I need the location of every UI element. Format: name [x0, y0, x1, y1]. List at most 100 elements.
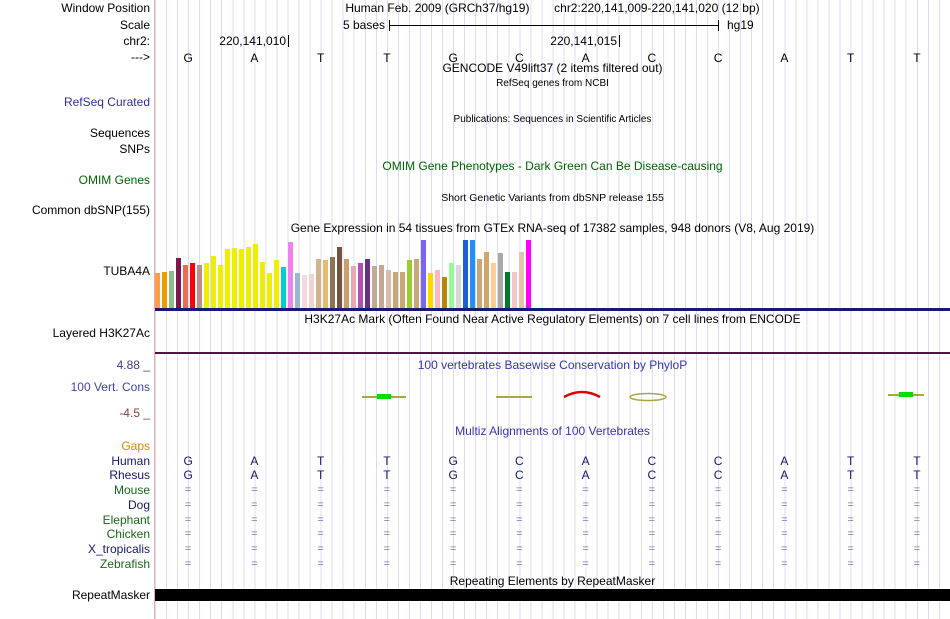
sequence-base: A [250, 51, 259, 65]
alignment-unaligned-mark: = [449, 484, 457, 496]
gtex-tissue-bar [456, 264, 461, 308]
gtex-tissue-bar [512, 271, 517, 308]
gtex-tissue-bar [288, 242, 293, 308]
gtex-title: Gene Expression in 54 tissues from GTEx … [290, 221, 815, 235]
alignment-unaligned-mark: = [383, 528, 391, 540]
sequences-label[interactable]: Sequences [89, 126, 150, 140]
alignment-unaligned-mark: = [516, 514, 523, 526]
repeatmasker-element-bar[interactable] [155, 589, 950, 601]
gtex-tissue-bar [155, 273, 160, 308]
conservation-min-label: -4.5 _ [119, 406, 150, 420]
gtex-tissue-bar [351, 266, 356, 308]
multiz-label-rhesus[interactable]: Rhesus [109, 468, 150, 482]
alignment-unaligned-mark: = [317, 499, 324, 511]
alignment-unaligned-mark: = [184, 558, 192, 570]
scale-bar-right-tick [718, 20, 719, 31]
gtex-tissue-bar [239, 249, 244, 308]
layered-h3k27ac-label[interactable]: Layered H3K27Ac [52, 326, 150, 340]
alignment-unaligned-mark: = [913, 484, 921, 496]
gtex-tissue-bar [197, 265, 202, 308]
alignment-unaligned-mark: = [449, 514, 457, 526]
sequence-base: A [780, 51, 789, 65]
multiz-label-elephant[interactable]: Elephant [102, 513, 150, 527]
multiz-label-chicken[interactable]: Chicken [106, 527, 150, 541]
vert-cons-label[interactable]: 100 Vert. Cons [70, 380, 150, 394]
gtex-expression-bar-chart [155, 238, 535, 308]
snps-label[interactable]: SNPs [119, 142, 150, 156]
alignment-unaligned-mark: = [648, 499, 656, 511]
alignment-unaligned-mark: = [449, 499, 457, 511]
coordinate-tick-mark [619, 35, 620, 47]
alignment-base: T [846, 454, 855, 468]
alignment-unaligned-mark: = [714, 499, 722, 511]
repeatmasker-label[interactable]: RepeatMasker [71, 588, 150, 602]
multiz-label-x_tropicalis[interactable]: X_tropicalis [87, 542, 150, 556]
alignment-unaligned-mark: = [648, 543, 656, 555]
gtex-tissue-bar [176, 257, 181, 308]
alignment-unaligned-mark: = [913, 528, 921, 540]
gtex-tissue-bar [162, 271, 167, 308]
gtex-tissue-bar [267, 273, 272, 308]
h3k27ac-baseline [155, 352, 950, 354]
gtex-tissue-bar [491, 262, 496, 308]
gtex-tissue-bar [281, 267, 286, 308]
alignment-unaligned-mark: = [648, 514, 656, 526]
multiz-label-mouse[interactable]: Mouse [113, 483, 150, 497]
gtex-gene-label[interactable]: TUBA4A [103, 264, 150, 278]
scale-bar-left-tick [389, 20, 390, 31]
gtex-tissue-bar [169, 270, 174, 308]
alignment-unaligned-mark: = [449, 528, 457, 540]
omim-genes-label[interactable]: OMIM Genes [78, 173, 150, 187]
alignment-unaligned-mark: = [383, 543, 391, 555]
conservation-title: 100 vertebrates Basewise Conservation by… [417, 358, 688, 372]
gtex-tissue-bar [218, 264, 223, 308]
gtex-tissue-bar [337, 247, 342, 308]
multiz-label-zebrafish[interactable]: Zebrafish [99, 557, 150, 571]
alignment-unaligned-mark: = [913, 499, 921, 511]
gtex-tissue-bar [435, 269, 440, 308]
gtex-tissue-bar [526, 240, 531, 308]
gtex-tissue-bar [505, 271, 510, 308]
alignment-unaligned-mark: = [781, 528, 788, 540]
gtex-tissue-bar [260, 261, 265, 308]
alignment-unaligned-mark: = [648, 558, 656, 570]
conservation-red-arc [562, 386, 602, 399]
alignment-unaligned-mark: = [251, 499, 258, 511]
alignment-unaligned-mark: = [913, 543, 921, 555]
sequence-base: A [581, 51, 590, 65]
alignment-unaligned-mark: = [251, 528, 258, 540]
alignment-unaligned-mark: = [383, 499, 391, 511]
sequence-base: C [647, 51, 657, 65]
alignment-unaligned-mark: = [383, 558, 391, 570]
alignment-unaligned-mark: = [781, 543, 788, 555]
assembly-short-label: hg19 [727, 18, 754, 32]
strand-arrow: ---> [131, 50, 150, 64]
conservation-olive-ellipse [628, 389, 668, 402]
sequence-base: T [913, 51, 921, 65]
alignment-unaligned-mark: = [251, 558, 258, 570]
alignment-base: T [913, 454, 921, 468]
gtex-tissue-bar [393, 271, 398, 308]
gtex-tissue-bar [470, 240, 475, 308]
h3k27ac-title: H3K27Ac Mark (Often Found Near Active Re… [304, 312, 801, 326]
alignment-unaligned-mark: = [516, 528, 523, 540]
sequence-base: C [515, 51, 524, 65]
gtex-tissue-bar [386, 269, 391, 308]
position-header: Human Feb. 2009 (GRCh37/hg19) chr2:220,1… [155, 2, 950, 15]
chrom-label: chr2: [123, 34, 150, 48]
gtex-tissue-bar [519, 252, 524, 308]
label-track-separator [154, 0, 155, 619]
alignment-base: T [316, 468, 325, 482]
alignment-unaligned-mark: = [184, 543, 192, 555]
scale-row-label: Scale [119, 18, 150, 32]
gtex-tissue-bar [428, 273, 433, 308]
gtex-tissue-bar [190, 262, 195, 308]
common-dbsnp-label[interactable]: Common dbSNP(155) [31, 203, 150, 217]
alignment-unaligned-mark: = [184, 528, 192, 540]
refseq-curated-label[interactable]: RefSeq Curated [63, 95, 150, 109]
multiz-label-dog[interactable]: Dog [127, 498, 150, 512]
multiz-label-human[interactable]: Human [111, 454, 150, 468]
alignment-unaligned-mark: = [317, 514, 324, 526]
alignment-unaligned-mark: = [251, 543, 258, 555]
multiz-label-gaps[interactable]: Gaps [121, 439, 150, 453]
